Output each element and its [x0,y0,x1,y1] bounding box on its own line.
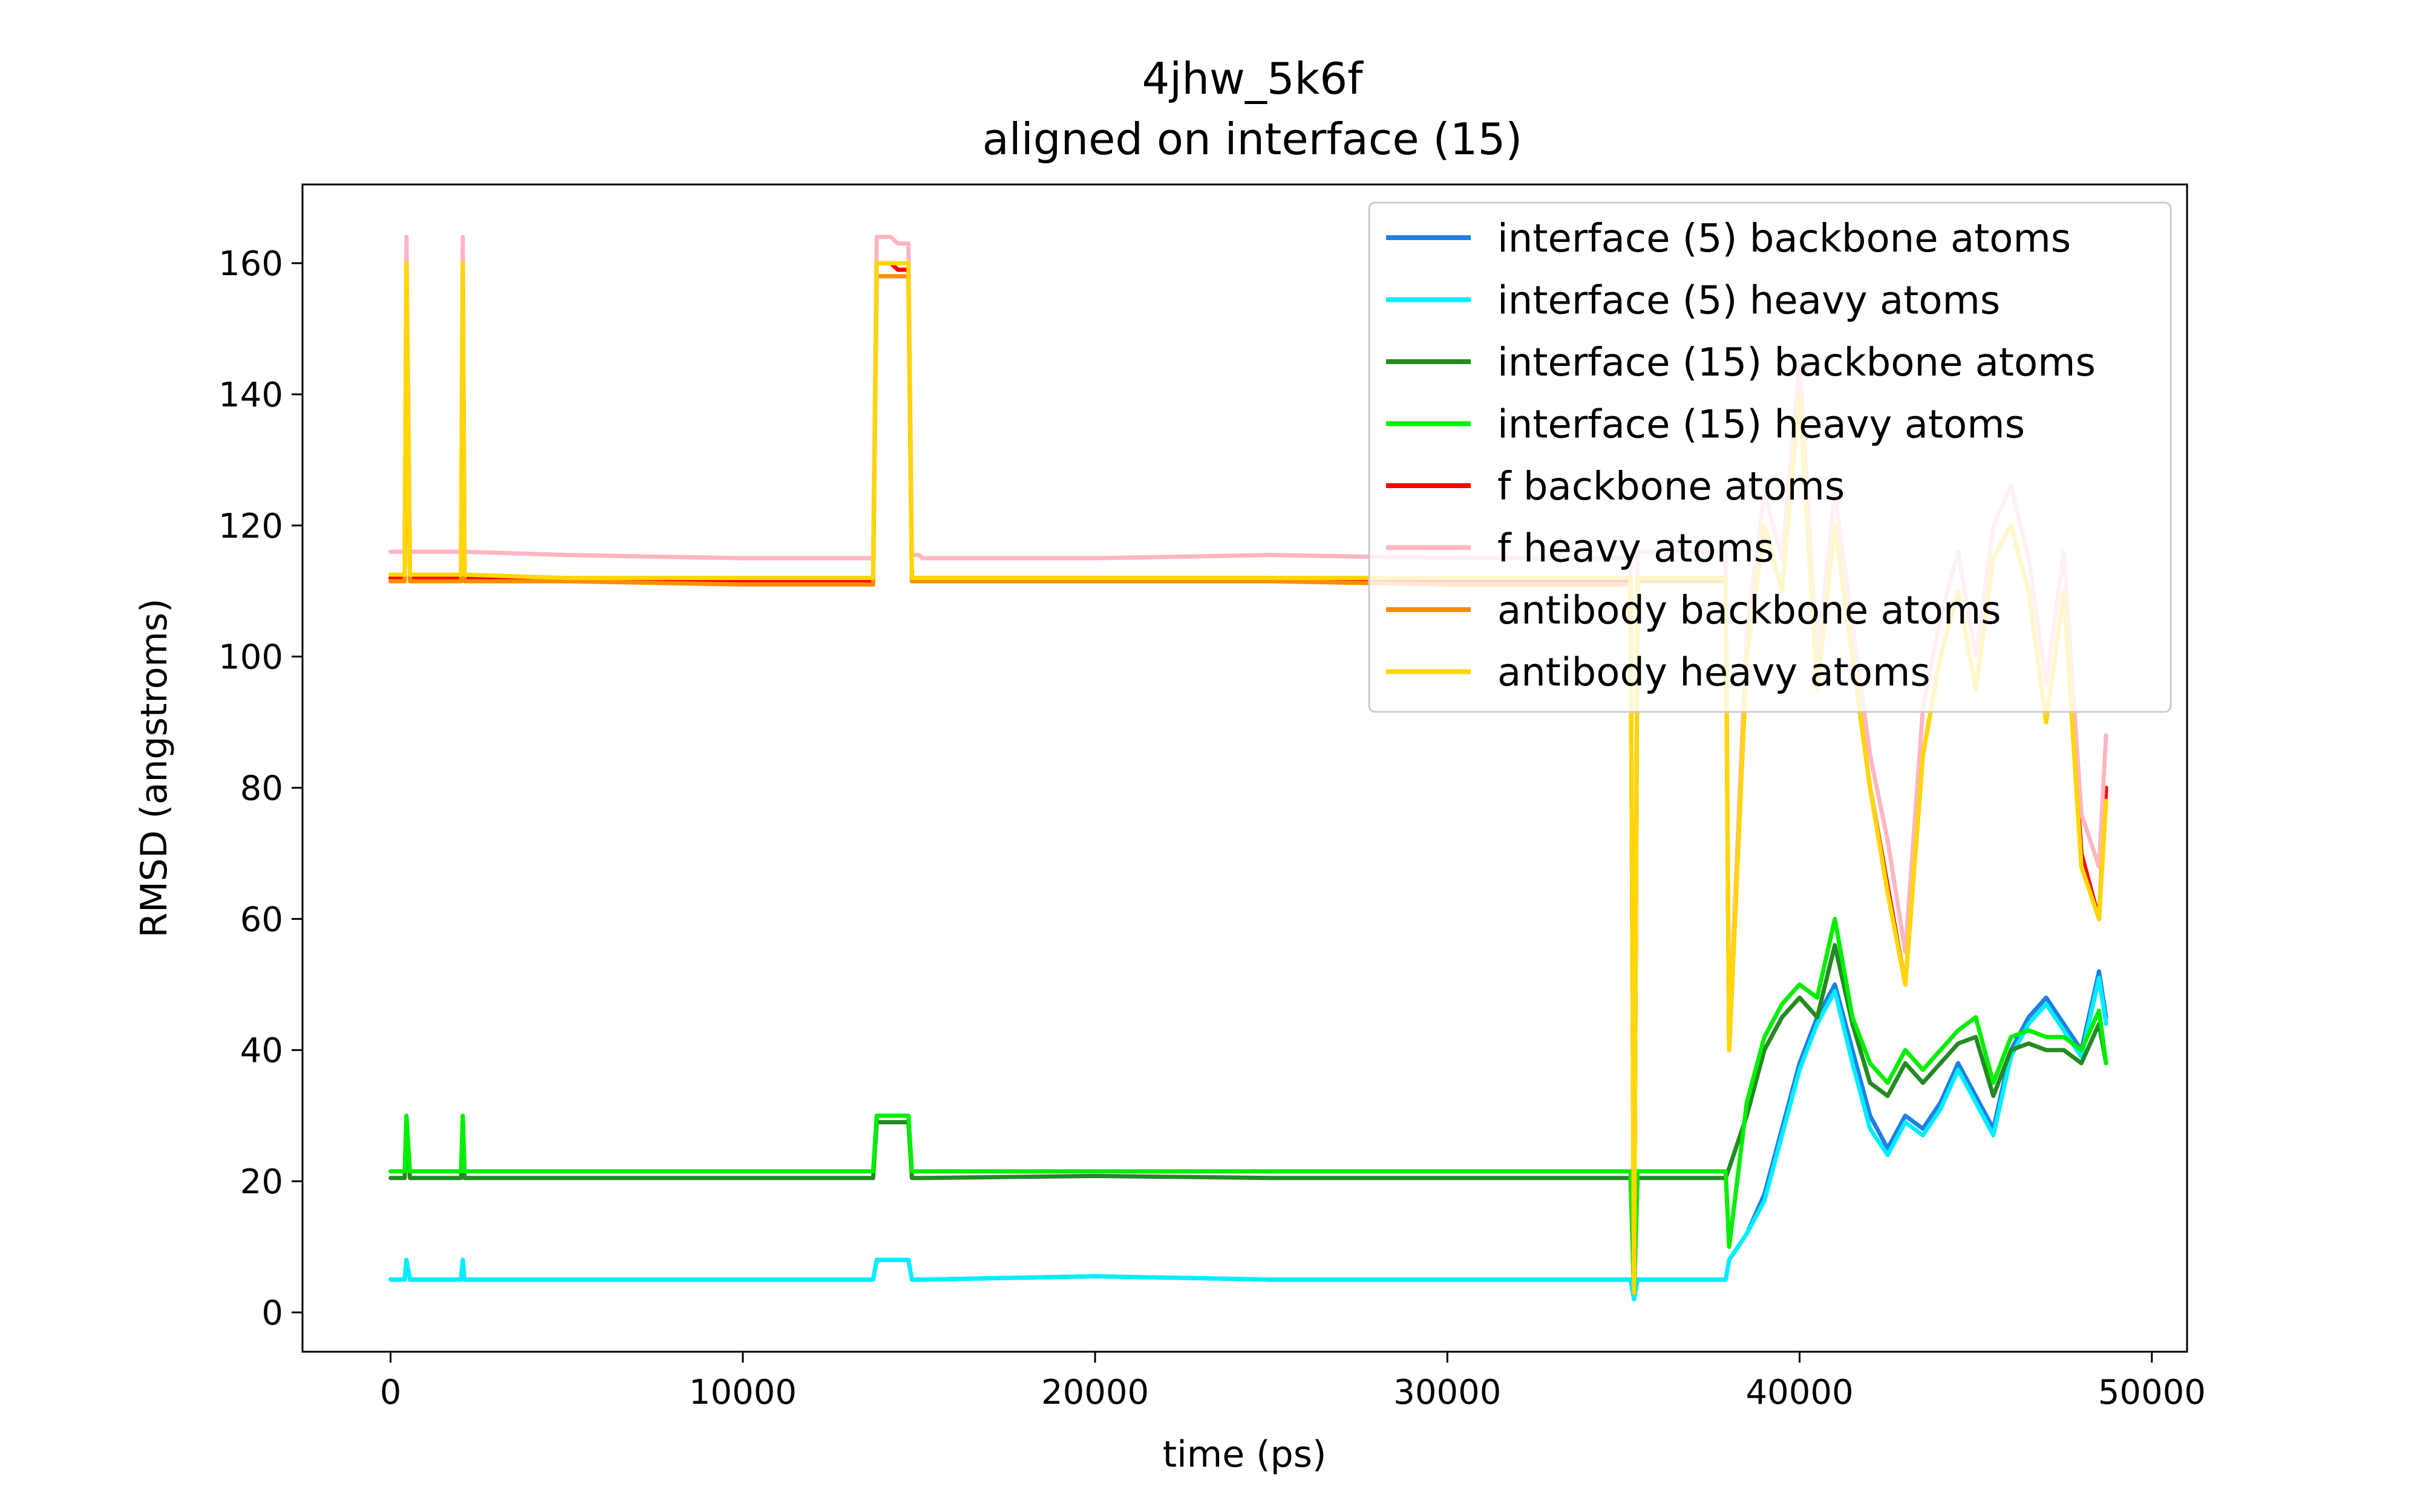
y-axis-label: RMSD (angstroms) [133,598,175,937]
y-tick-label-6: 120 [218,507,283,546]
y-ticks: 0 20 40 60 80 100 120 140 160 [218,244,302,1333]
legend-label-2: interface (15) backbone atoms [1497,341,2096,385]
x-axis-label: time (ps) [1163,1433,1327,1476]
x-ticks: 0 10000 20000 30000 40000 50000 [380,1352,2206,1412]
y-tick-label-8: 160 [218,244,283,284]
legend-label-3: interface (15) heavy atoms [1497,403,2025,448]
y-tick-label-3: 60 [240,900,283,939]
legend-label-1: interface (5) heavy atoms [1497,279,2000,324]
legend-box [1368,201,2172,713]
y-tick-label-1: 20 [240,1162,283,1202]
series-line-1 [388,976,2108,1302]
x-tick-label-2: 20000 [1041,1373,1149,1412]
legend-label-4: f backbone atoms [1497,464,1845,509]
plot-frame [301,183,2188,1353]
x-tick-label-0: 0 [380,1373,402,1412]
legend-label-6: antibody backbone atoms [1497,588,2001,633]
chart-title: 4jhw_5k6f [1142,53,1364,104]
x-tick-label-3: 30000 [1393,1373,1501,1412]
y-tick-label-0: 0 [261,1294,283,1333]
y-tick-label-2: 40 [240,1031,283,1070]
x-tick-label-4: 40000 [1745,1373,1853,1412]
chart-subtitle: aligned on interface (15) [983,114,1523,165]
series-line-2 [388,943,2108,1295]
series-line-3 [388,916,2108,1295]
x-tick-label-5: 50000 [2098,1373,2206,1412]
legend-label-7: antibody heavy atoms [1497,651,1931,696]
legend-label-0: interface (5) backbone atoms [1497,217,2071,261]
y-tick-label-4: 80 [240,769,283,809]
y-tick-label-5: 100 [218,638,283,677]
legend: interface (5) backbone atoms interface (5… [1368,201,2172,713]
y-tick-label-7: 140 [218,376,283,415]
legend-label-5: f heavy atoms [1497,527,1774,572]
x-tick-label-1: 10000 [689,1373,797,1412]
